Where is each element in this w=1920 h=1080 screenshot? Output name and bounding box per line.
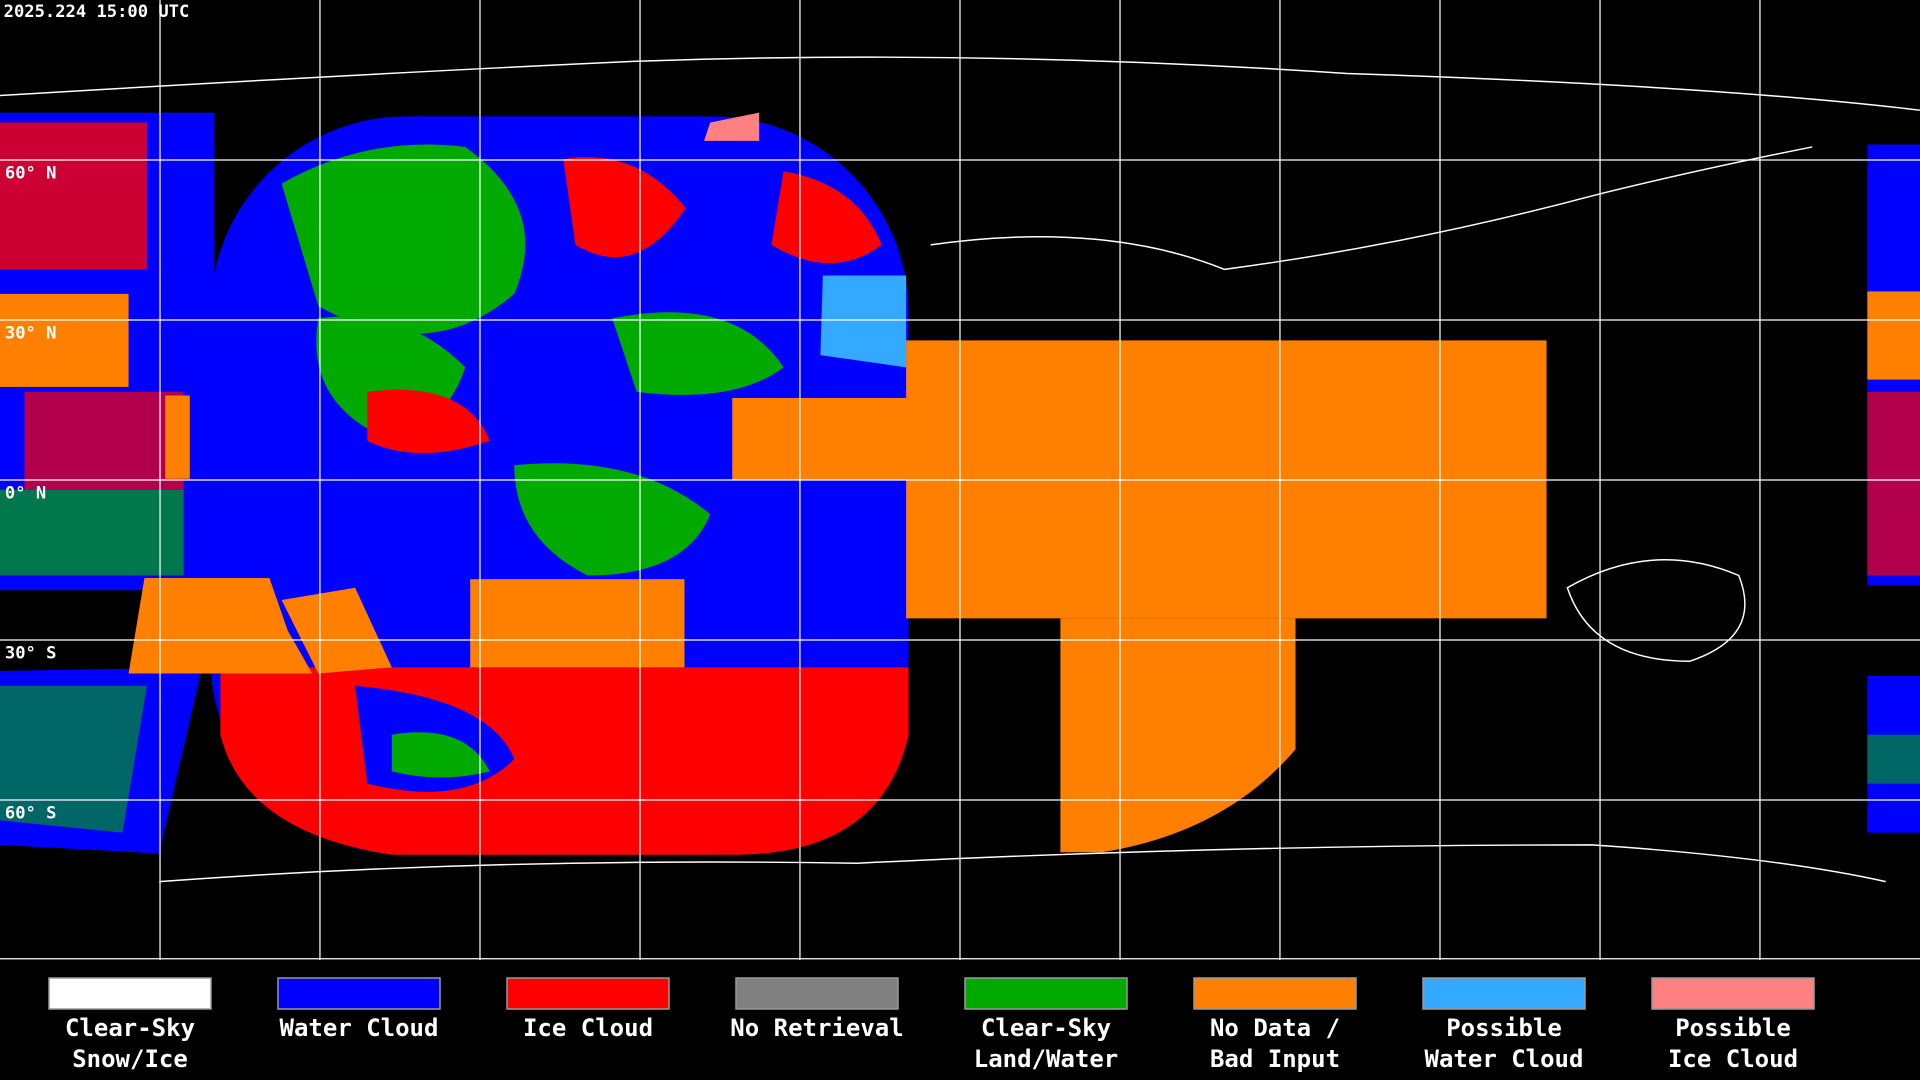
legend-swatch xyxy=(506,977,670,1010)
legend-swatch xyxy=(48,977,212,1010)
latitude-label: 30° N xyxy=(5,323,57,343)
legend-swatch xyxy=(735,977,899,1010)
timestamp: 2025.224 15:00 UTC xyxy=(4,2,190,22)
legend-label: Clear-Sky xyxy=(981,1014,1111,1042)
legend-label: Possible xyxy=(1446,1014,1562,1042)
legend-label: Land/Water xyxy=(974,1045,1119,1073)
latitude-label: 60° N xyxy=(5,163,57,183)
legend-swatch xyxy=(1193,977,1357,1010)
legend-label: Bad Input xyxy=(1210,1045,1340,1073)
latitude-label: 0° N xyxy=(5,483,46,503)
latitude-label: 60° S xyxy=(5,804,57,824)
legend-label: Water Cloud xyxy=(1425,1045,1584,1073)
legend-label: Ice Cloud xyxy=(1668,1045,1798,1073)
legend-swatch xyxy=(964,977,1128,1010)
legend-swatch xyxy=(1651,977,1815,1010)
legend-label: Water Cloud xyxy=(280,1014,439,1042)
legend-swatch xyxy=(277,977,441,1010)
legend-label: Possible xyxy=(1675,1014,1791,1042)
legend-label: Snow/Ice xyxy=(72,1045,188,1073)
legend-label: Clear-Sky xyxy=(65,1014,195,1042)
latitude-label: 30° S xyxy=(5,644,57,664)
legend-swatch xyxy=(1422,977,1586,1010)
map: 2025.224 15:00 UTC 60° N 30° N 0° N 30° S 60… xyxy=(0,0,1920,960)
legend: Clear-Sky Snow/Ice Water Cloud Ice Cloud No … xyxy=(48,977,1815,1073)
legend-label: No Retrieval xyxy=(730,1014,903,1042)
legend-label: Ice Cloud xyxy=(523,1014,653,1042)
legend-label: No Data / xyxy=(1210,1014,1340,1042)
